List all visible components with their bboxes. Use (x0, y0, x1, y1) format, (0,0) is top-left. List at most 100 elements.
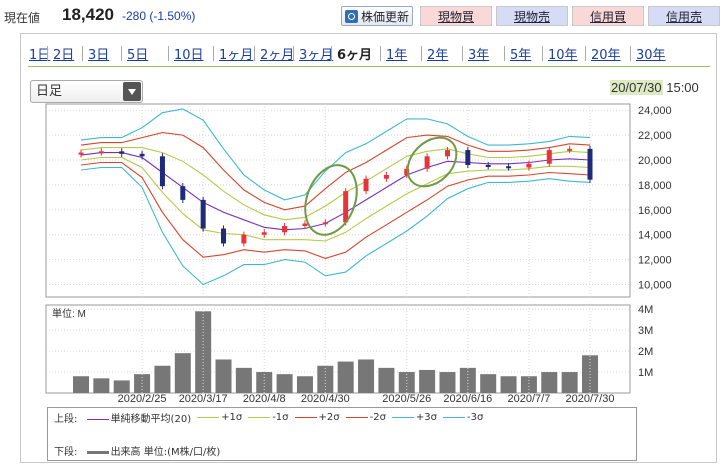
candle-body (485, 165, 491, 168)
margin-buy-button[interactable]: 信用買 (572, 6, 644, 26)
candle-body (363, 178, 369, 192)
period-tab-6[interactable]: 2ヶ月 (260, 48, 295, 63)
x-tick-label: 2020/7/7 (508, 393, 551, 405)
period-separator (462, 46, 463, 61)
legend-lower-label: 下段: (54, 447, 78, 458)
candle-body (506, 166, 512, 169)
chart-type-value: 日足 (36, 84, 63, 99)
candle-body (180, 186, 186, 200)
period-tab-12[interactable]: 5年 (510, 48, 532, 63)
volume-unit-label: 単位: M (52, 307, 86, 320)
period-tab-2[interactable]: 3日 (88, 48, 110, 63)
candle-body (302, 223, 308, 227)
volume-bar (215, 359, 232, 393)
x-tick-label: 2020/3/17 (179, 393, 228, 405)
period-tab-15[interactable]: 30年 (636, 48, 666, 63)
candle-body (221, 228, 227, 244)
candle-body (159, 156, 165, 187)
volume-bar (419, 369, 436, 393)
volume-bar (541, 372, 558, 393)
annotation-ellipse (304, 164, 358, 236)
legend-item-6: -3σ (443, 412, 483, 423)
chevron-down-icon (123, 82, 141, 101)
period-separator (82, 46, 83, 61)
price-plot-area (45, 103, 631, 298)
period-tab-10[interactable]: 2年 (427, 48, 449, 63)
legend-item-5: +3σ (391, 412, 437, 423)
period-tab-8[interactable]: 6ヶ月 (337, 48, 373, 63)
volume-bar (113, 380, 130, 393)
volume-bar (174, 353, 191, 393)
legend-volume: 出来高 単位:(M株/口/枚) (86, 443, 220, 458)
price-label: 現在値 (4, 11, 41, 25)
period-tab-11[interactable]: 3年 (468, 48, 490, 63)
period-tab-9[interactable]: 1年 (386, 48, 408, 63)
volume-bar (398, 372, 415, 393)
x-tick-label: 2020/5/26 (382, 393, 431, 405)
volume-bar (235, 367, 252, 393)
chart-timestamp: 20/07/30 15:00 (610, 80, 699, 95)
volume-tick-label: 2M (638, 346, 653, 358)
period-tab-4[interactable]: 10日 (174, 48, 204, 63)
legend-lower: 下段: 出来高 単位:(M株/口/枚) (54, 443, 226, 458)
candle-body (200, 199, 206, 229)
legend-swatch (294, 416, 317, 418)
candle-body (98, 151, 104, 154)
candle-body (119, 151, 125, 154)
period-separator (585, 46, 586, 61)
annotation-ellipse (406, 136, 458, 188)
legend-item-4: -2σ (345, 412, 386, 423)
candle-body (567, 148, 573, 151)
legend-volume-swatch (86, 450, 109, 454)
legend-label: +1σ (221, 412, 243, 423)
period-tab-0[interactable]: 1日 (29, 48, 51, 63)
period-tab-1[interactable]: 2日 (53, 48, 75, 63)
volume-bar (296, 376, 313, 393)
chart-type-select[interactable]: 日足 (30, 80, 143, 103)
band-line (80, 132, 591, 211)
price-tick-label: 22,000 (638, 130, 672, 142)
refresh-price-button[interactable]: 株価更新 (341, 6, 413, 26)
period-tab-14[interactable]: 20年 (591, 48, 621, 63)
volume-bar (195, 311, 212, 393)
candle-body (546, 150, 552, 164)
candle-body (261, 232, 267, 235)
volume-bar (480, 374, 497, 393)
period-tab-5[interactable]: 1ヶ月 (219, 48, 254, 63)
volume-bar (439, 372, 456, 393)
cash-sell-button[interactable]: 現物売 (496, 6, 568, 26)
legend-item-3: +2σ (294, 412, 340, 423)
volume-bar (154, 365, 171, 393)
period-separator (293, 46, 294, 61)
price-tick-label: 14,000 (638, 230, 672, 242)
legend-swatch (345, 416, 368, 418)
period-separator (630, 46, 631, 61)
candle-body (465, 150, 471, 166)
volume-tick-label: 3M (638, 325, 653, 337)
legend-swatch (197, 416, 220, 418)
legend-item-1: +1σ (197, 412, 242, 423)
volume-bar (520, 376, 537, 393)
period-separator (213, 46, 214, 61)
band-line (80, 161, 591, 259)
period-separator (47, 46, 48, 61)
legend-upper: 上段: 単純移動平均(20) +1σ -1σ +2σ -2σ +3σ -3σ (54, 410, 489, 425)
volume-tick-label: 4M (638, 304, 653, 316)
legend-label: +3σ (415, 412, 437, 423)
margin-sell-button[interactable]: 信用売 (648, 6, 720, 26)
price-tick-label: 18,000 (638, 180, 672, 192)
period-separator (380, 46, 381, 61)
band-line (80, 166, 591, 286)
cash-buy-button[interactable]: 現物買 (420, 6, 492, 26)
volume-bar (500, 376, 517, 393)
period-tab-3[interactable]: 5日 (127, 48, 149, 63)
band-line (80, 147, 591, 221)
period-tab-7[interactable]: 3ヶ月 (299, 48, 334, 63)
candle-body (241, 234, 247, 244)
period-tab-13[interactable]: 10年 (548, 48, 578, 63)
period-separator (121, 46, 122, 61)
x-tick-label: 2020/4/8 (243, 393, 286, 405)
x-tick-label: 2020/6/16 (443, 393, 492, 405)
period-divider (28, 66, 710, 67)
candle-body (444, 150, 450, 157)
